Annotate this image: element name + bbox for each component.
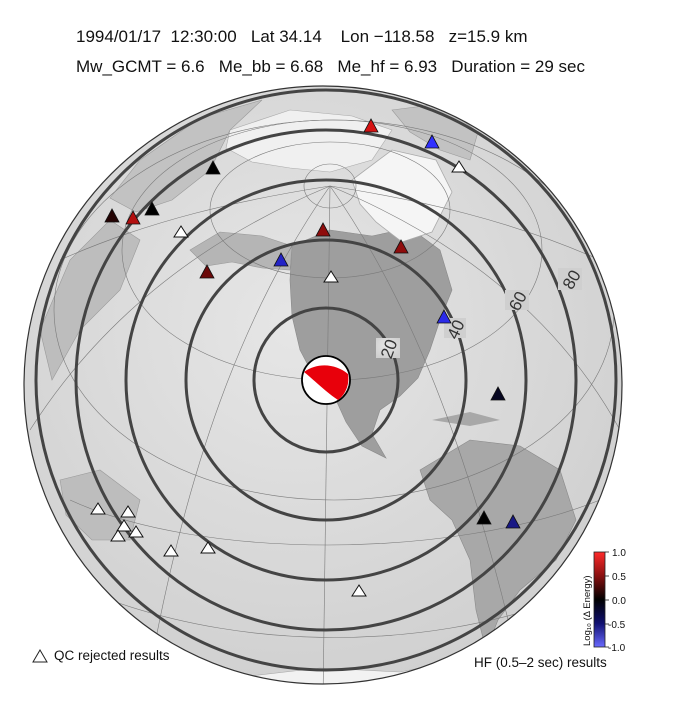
qc-station xyxy=(173,225,189,238)
qc-triangle-icon xyxy=(32,648,48,662)
qc-station xyxy=(120,505,136,518)
station-markers xyxy=(104,118,521,529)
magnitude-info-line: Mw_GCMT = 6.6 Me_bb = 6.68 Me_hf = 6.93 … xyxy=(76,57,586,76)
qc-legend-label: QC rejected results xyxy=(54,648,170,663)
qc-station xyxy=(323,270,339,283)
ring-100 xyxy=(34,88,618,672)
event-info-line: 1994/01/17 12:30:00 Lat 34.14 Lon −118.5… xyxy=(76,27,528,46)
station-marker xyxy=(144,201,160,216)
qc-station xyxy=(116,519,132,532)
ring-80 xyxy=(74,128,578,632)
station-marker xyxy=(436,309,452,324)
station-marker xyxy=(490,386,506,401)
qc-station xyxy=(351,584,367,597)
station-marker xyxy=(393,239,409,254)
colorbar-tick: 0.0 xyxy=(612,596,626,607)
qc-legend: QC rejected results xyxy=(32,648,170,663)
station-marker xyxy=(424,134,440,149)
globe-outline xyxy=(23,85,623,685)
qc-rejected-stations xyxy=(90,160,467,597)
ring-20 xyxy=(252,306,400,454)
station-marker xyxy=(476,510,492,525)
ring-40 xyxy=(184,238,468,522)
colorbar-tick: 0.5 xyxy=(612,572,626,583)
station-marker xyxy=(199,264,215,279)
ring-labels: 20 40 60 80 xyxy=(376,267,585,361)
arctic-canada-land xyxy=(189,231,293,271)
energy-colorbar: 1.0 0.5 0.0 -0.5 -1.0 Log₁₀ (Δ Energy) xyxy=(582,548,626,654)
colorbar-tick: -0.5 xyxy=(608,620,626,631)
station-marker xyxy=(125,210,141,225)
focal-mechanism-beachball xyxy=(301,355,351,405)
qc-station xyxy=(90,502,106,515)
colorbar-title: Log₁₀ (Δ Energy) xyxy=(582,575,593,646)
qc-station xyxy=(110,529,126,542)
beachball-compression xyxy=(304,365,349,400)
qc-station xyxy=(163,544,179,557)
distance-rings xyxy=(34,88,618,672)
station-marker xyxy=(505,514,521,529)
colorbar-tick: -1.0 xyxy=(608,643,626,654)
station-marker xyxy=(104,208,120,223)
colorbar-gradient xyxy=(593,551,606,648)
station-marker xyxy=(363,118,379,133)
qc-station xyxy=(128,525,144,538)
colorbar-tick: 1.0 xyxy=(612,548,626,559)
station-marker xyxy=(205,160,221,175)
qc-station xyxy=(451,160,467,173)
ring-60 xyxy=(124,178,528,582)
qc-station xyxy=(200,541,216,554)
station-marker xyxy=(315,222,331,237)
hf-legend-label: HF (0.5–2 sec) results xyxy=(474,655,607,670)
station-marker xyxy=(273,252,289,267)
